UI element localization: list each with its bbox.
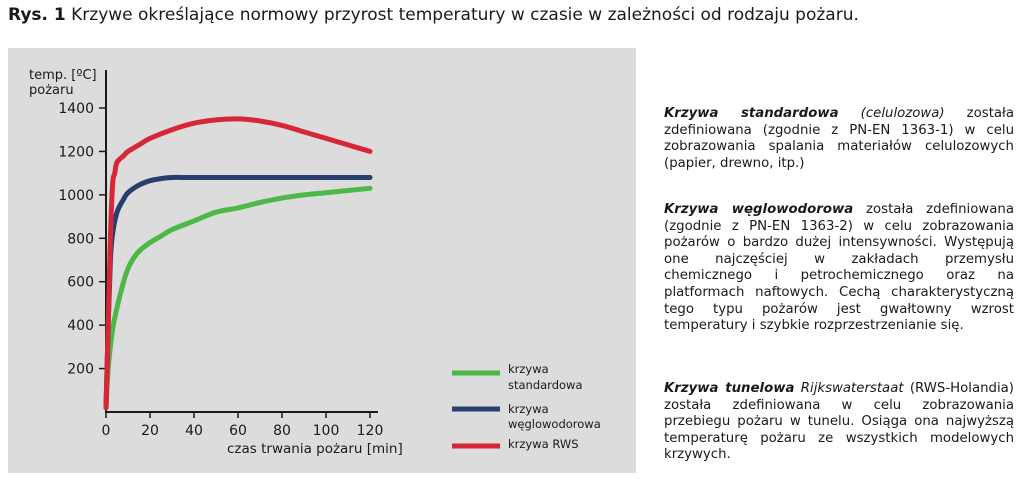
description-text-part: Krzywa węglowodorowa xyxy=(664,202,854,217)
legend-label: standardowa xyxy=(508,378,583,392)
description-text-part: została zdefiniowana (zgodnie z PN-EN 13… xyxy=(664,202,1014,334)
legend-label: węglowodorowa xyxy=(508,417,601,431)
y-tick-label: 1000 xyxy=(58,188,94,204)
y-tick-label: 600 xyxy=(67,275,94,291)
x-tick-label: 20 xyxy=(141,423,159,439)
figure-number: Rys. 1 xyxy=(8,5,66,25)
y-tick-label: 200 xyxy=(67,362,94,378)
x-tick-label: 80 xyxy=(273,423,291,439)
description-text-part: Krzywa standardowa xyxy=(664,106,839,121)
description-text-part: (RWS-Holandia) została zdefiniowana w ce… xyxy=(664,381,1014,463)
y-axis-label: pożaru xyxy=(29,83,74,98)
description-text-part: została zdefiniowana (zgodnie z PN-EN 13… xyxy=(664,106,1014,171)
series-line-krzywa-rws xyxy=(103,116,373,411)
series-line-krzywa-węglowodorowa xyxy=(103,174,373,411)
description-standard-curve: Krzywa standardowa (celulozowa) została … xyxy=(664,106,1014,172)
temperature-chart: 200 400 600 800 1000 1200 1400 0 20 40 60 80 100 120 t… xyxy=(29,68,601,457)
description-hydrocarbon-curve: Krzywa węglowodorowa została zdefiniowan… xyxy=(664,202,1014,335)
description-text-part: Krzywa tunelowa xyxy=(664,381,795,396)
series-line-krzywa-standardowa xyxy=(103,185,373,411)
y-tick-label: 800 xyxy=(67,231,94,247)
y-tick-label: 1200 xyxy=(58,144,94,160)
x-tick-label: 0 xyxy=(102,423,111,439)
figure-title: Krzywe określające normowy przyrost temp… xyxy=(71,5,859,25)
description-text-part: (celulozowa) xyxy=(860,106,945,121)
x-tick-label: 60 xyxy=(229,423,247,439)
legend-label: krzywa xyxy=(508,402,549,416)
x-tick-label: 100 xyxy=(313,423,340,439)
y-tick-label: 1400 xyxy=(58,101,94,117)
y-tick-label: 400 xyxy=(67,318,94,334)
x-tick-label: 120 xyxy=(357,423,384,439)
legend-label: krzywa xyxy=(508,362,549,376)
description-text-part: Rijkswaterstaat xyxy=(800,381,904,396)
description-text-part xyxy=(839,106,861,121)
x-axis-label: czas trwania pożaru [min] xyxy=(227,441,403,457)
y-axis-label: temp. [ºC] xyxy=(29,68,97,83)
legend-label: krzywa RWS xyxy=(508,437,579,451)
x-tick-label: 40 xyxy=(185,423,203,439)
description-tunnel-curve: Krzywa tunelowa Rijkswaterstaat (RWS-Hol… xyxy=(664,381,1014,464)
figure-caption: Rys. 1 Krzywe określające normowy przyro… xyxy=(8,5,859,25)
